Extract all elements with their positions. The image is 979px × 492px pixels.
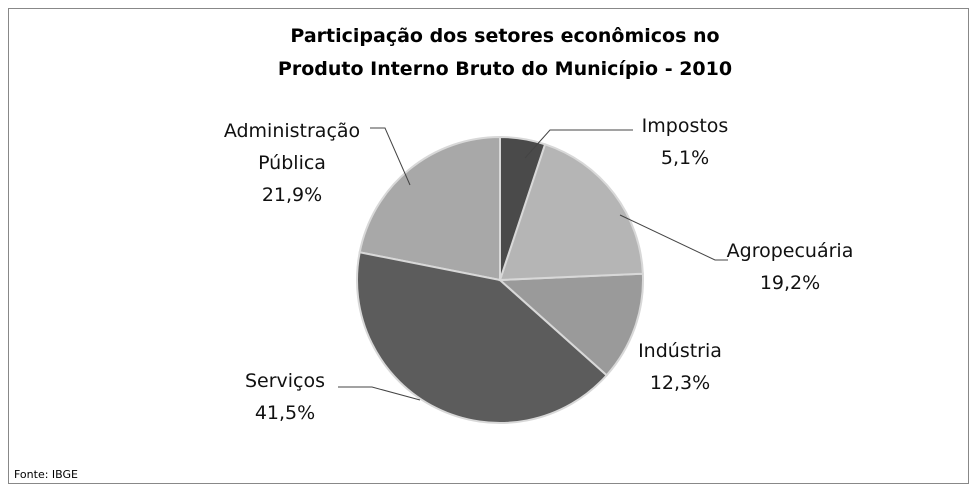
leader-lines: [338, 127, 728, 401]
slice-label: Administração Pública 21,9%: [207, 115, 377, 211]
category-label: Administração Pública: [223, 120, 361, 174]
slice-label: Impostos 5,1%: [642, 110, 729, 174]
leader-line: [524, 129, 633, 159]
category-label: Impostos: [641, 115, 729, 137]
slice-label: Serviços 41,5%: [245, 365, 325, 429]
category-label: Agropecuária: [726, 240, 854, 262]
slice-label: Indústria 12,3%: [638, 335, 722, 399]
leader-line: [370, 127, 411, 186]
pie-slice: [358, 135, 501, 282]
pie-slice: [498, 143, 644, 282]
chart-frame: [8, 8, 969, 484]
source-note: Fonte: IBGE: [14, 468, 78, 481]
pie-slice: [356, 251, 609, 424]
leader-line: [619, 214, 728, 261]
pie-slice: [497, 272, 644, 377]
value-label: 41,5%: [254, 402, 316, 424]
value-label: 19,2%: [759, 272, 821, 294]
chart-title: Participação dos setores econômicos no P…: [277, 25, 733, 80]
value-label: 5,1%: [660, 147, 710, 169]
value-label: 12,3%: [649, 372, 711, 394]
slice-label: Agropecuária 19,2%: [727, 235, 854, 299]
leader-line: [338, 386, 421, 401]
value-label: 21,9%: [261, 184, 323, 206]
category-label: Serviços: [244, 370, 326, 392]
category-label: Indústria: [638, 340, 722, 362]
pie-slice: [499, 135, 547, 281]
